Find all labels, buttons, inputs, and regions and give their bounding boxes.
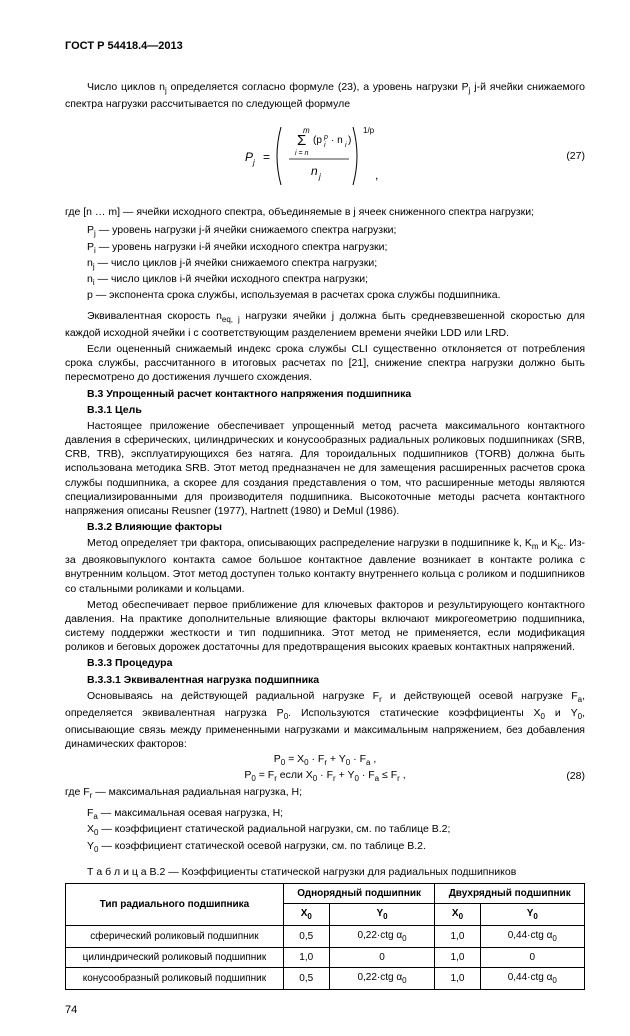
b33-title: B.3.3 Процедура — [65, 656, 585, 670]
para-cli: Если оцененный снижаемый индекс срока сл… — [65, 342, 585, 385]
page-header: ГОСТ Р 54418.4—2013 — [65, 40, 585, 52]
def-item: Fa — максимальная осевая нагрузка, H; — [87, 806, 585, 822]
th-y0-d: Y0 — [480, 904, 584, 926]
table-row: цилиндрический роликовый подшипник 1,0 0… — [66, 948, 585, 968]
b331-text: Основываясь на действующей радиальной на… — [65, 689, 585, 751]
table-b2-caption: Т а б л и ц а В.2 — Коэффициенты статиче… — [87, 865, 585, 879]
defs-intro: где [n … m] — ячейки исходного спектра, … — [65, 205, 585, 219]
defs2-list: Fa — максимальная осевая нагрузка, H; X0… — [87, 806, 585, 855]
def-item: ni — число циклов i-й ячейки исходного с… — [87, 272, 585, 288]
def-item: Y0 — коэффициент статической осевой нагр… — [87, 839, 585, 855]
svg-text:· n: · n — [331, 135, 343, 146]
formula-28a: P0 = X0 · Fr + Y0 · Fa , — [65, 753, 585, 767]
svg-text:(p: (p — [313, 135, 322, 146]
svg-text:,: , — [375, 168, 378, 182]
intro-paragraph: Число циклов nj определяется согласно фо… — [65, 80, 585, 111]
svg-text:Σ: Σ — [297, 132, 306, 149]
formula-27: P j = m Σ i = n (p p i · n i ) n j 1/p ,… — [65, 121, 585, 191]
formula-28b-text: P0 = Fr если X0 · Fr + Y0 · Fa ≤ Fr , — [244, 769, 405, 781]
b31-text: Настоящее приложение обеспечивает упроще… — [65, 419, 585, 518]
svg-text:j: j — [318, 172, 321, 181]
def-item: X0 — коэффициент статической радиальной … — [87, 822, 585, 838]
svg-text:i: i — [345, 142, 347, 149]
b32-p1: Метод определяет три фактора, описывающи… — [65, 536, 585, 595]
th-type: Тип радиального подшипника — [66, 884, 284, 926]
para-eq-speed: Эквивалентная скорость neq, j нагрузки я… — [65, 309, 585, 340]
svg-text:n: n — [311, 164, 318, 178]
th-y0-s: Y0 — [329, 904, 435, 926]
b32-title: B.3.2 Влияющие факторы — [65, 520, 585, 534]
b331-title: B.3.3.1 Эквивалентная нагрузка подшипник… — [65, 673, 585, 687]
th-x0-s: X0 — [283, 904, 329, 926]
svg-text:=: = — [263, 150, 270, 164]
formula-28b: P0 = Fr если X0 · Fr + Y0 · Fa ≤ Fr , (2… — [65, 769, 585, 783]
b32-p2: Метод обеспечивает первое приближение дл… — [65, 598, 585, 655]
def-item: nj — число циклов j-й ячейки снижаемого … — [87, 256, 585, 272]
table-row: конусообразный роликовый подшипник 0,5 0… — [66, 968, 585, 990]
defs-list: Pj — уровень нагрузки j-й ячейки снижаем… — [87, 223, 585, 303]
table-row: сферический роликовый подшипник 0,5 0,22… — [66, 926, 585, 948]
svg-text:1/p: 1/p — [363, 126, 375, 135]
table-b2: Тип радиального подшипника Однорядный по… — [65, 883, 585, 990]
page-number: 74 — [65, 1004, 585, 1016]
th-x0-d: X0 — [435, 904, 480, 926]
svg-text:i: i — [324, 142, 326, 149]
formula-27-number: (27) — [566, 150, 585, 162]
formula-28-number: (28) — [566, 770, 585, 782]
th-single: Однорядный подшипник — [283, 884, 435, 904]
svg-text:P: P — [245, 150, 253, 164]
svg-text:i = n: i = n — [295, 150, 309, 157]
def-item: p — экспонента срока службы, используема… — [87, 288, 585, 303]
svg-text:p: p — [323, 134, 328, 141]
svg-text:j: j — [252, 158, 255, 167]
th-double: Двухрядный подшипник — [435, 884, 585, 904]
b3-title: B.3 Упрощенный расчет контактного напряж… — [65, 387, 585, 401]
def-item: Pj — уровень нагрузки j-й ячейки снижаем… — [87, 223, 585, 239]
svg-text:): ) — [348, 135, 351, 146]
defs2-intro: где Fr — максимальная радиальная нагрузк… — [65, 785, 585, 802]
def-item: Pi — уровень нагрузки i-й ячейки исходно… — [87, 240, 585, 256]
b31-title: B.3.1 Цель — [65, 403, 585, 417]
